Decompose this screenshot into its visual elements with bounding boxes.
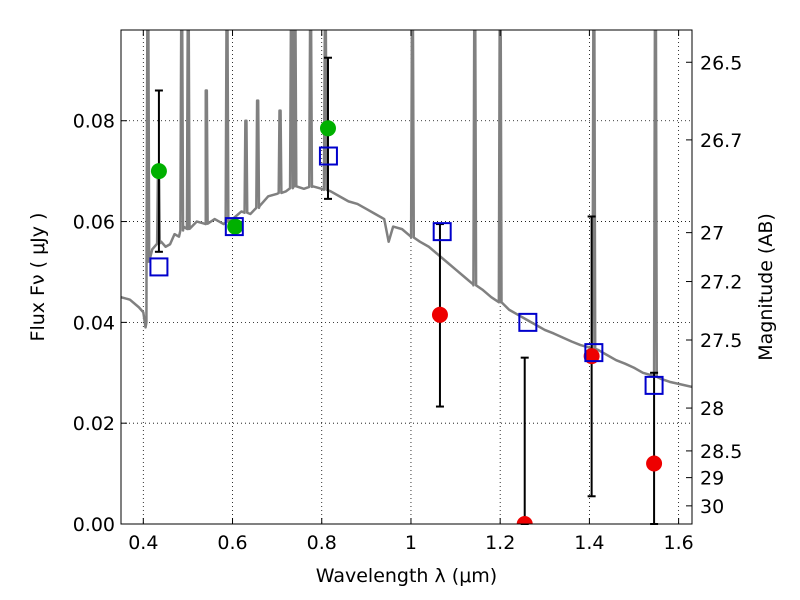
axis-ticks: 0.4 0.6 0.8 1 1.2 1.4 1.6 0.00 0.02 0.04 0.06 0.08 2… — [73, 30, 742, 554]
model-photometry-square-6 — [644, 375, 664, 395]
plot-frame — [120, 29, 693, 525]
model-spectrum-line — [121, 30, 692, 389]
green-observed-point-2 — [319, 120, 336, 137]
model-photometry-square-2 — [318, 146, 338, 166]
y2-tick-label-5: 28 — [700, 398, 724, 420]
x-tick-label-4: 1.2 — [485, 532, 515, 554]
y-tick-label-1: 0.02 — [73, 413, 115, 435]
x-tick-label-5: 1.4 — [574, 532, 604, 554]
y2-tick-label-3: 27.2 — [700, 272, 742, 294]
y2-tick-label-0: 26.5 — [700, 52, 742, 74]
x-axis-label: Wavelength λ (μm) — [316, 565, 497, 587]
green-observed-point-0 — [150, 163, 167, 180]
x-tick-label-3: 1 — [405, 532, 417, 554]
y2-tick-label-8: 30 — [700, 496, 724, 518]
error-bars — [154, 56, 659, 525]
model-photometry-square-3 — [432, 222, 452, 242]
x-tick-label-0: 0.4 — [128, 532, 158, 554]
model-photometry-square-1 — [224, 217, 244, 237]
y2-tick-label-2: 27 — [700, 223, 724, 245]
red-observed-point-0 — [431, 306, 448, 323]
y-tick-label-0: 0.00 — [73, 514, 115, 536]
y-tick-label-3: 0.06 — [73, 212, 115, 234]
red-observed-point-1 — [516, 516, 533, 524]
green-observed-point-1 — [227, 218, 244, 235]
y2-tick-label-6: 28.5 — [700, 441, 742, 463]
y2-tick-label-4: 27.5 — [700, 330, 742, 352]
model-spectrum — [121, 30, 692, 389]
x-tick-label-2: 0.8 — [307, 532, 337, 554]
photometry-points — [149, 120, 664, 524]
y-tick-label-4: 0.08 — [73, 111, 115, 133]
x-tick-label-6: 1.6 — [664, 532, 694, 554]
model-photometry-square-0 — [149, 257, 169, 277]
model-photometry-square-5 — [584, 343, 604, 363]
y2-axis-label: Magnitude (AB) — [755, 213, 777, 361]
red-observed-point-3 — [646, 455, 663, 472]
y-tick-label-2: 0.04 — [73, 312, 115, 334]
model-photometry-square-4 — [518, 312, 538, 332]
x-tick-label-1: 0.6 — [217, 532, 247, 554]
y2-tick-label-7: 29 — [700, 468, 724, 490]
y-axis-label: Flux Fν ( μJy ) — [27, 213, 49, 342]
y2-tick-label-1: 26.7 — [700, 130, 742, 152]
